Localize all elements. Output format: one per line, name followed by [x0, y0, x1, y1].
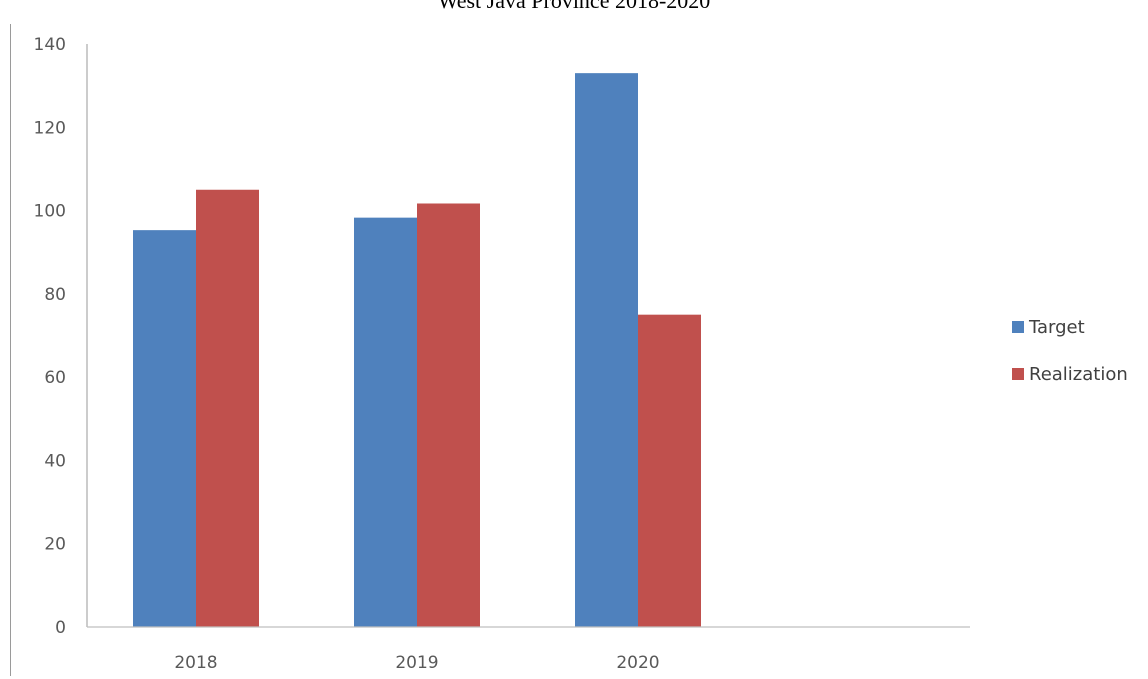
bar-target-2020	[575, 73, 638, 627]
legend-label-realization: Realization	[1029, 364, 1128, 385]
bar-target-2018	[133, 230, 196, 628]
bar-realization-2018	[196, 189, 259, 627]
y-tick-label: 60	[44, 368, 66, 388]
legend: Target Realization	[1012, 317, 1128, 385]
x-tick-label: 2018	[174, 653, 217, 673]
chart-title: West Java Province 2018-2020	[437, 0, 711, 13]
x-axis-ticks: 2018 2019 2020	[174, 653, 659, 673]
bar-target-2019	[354, 217, 417, 628]
y-tick-label: 80	[44, 285, 66, 305]
x-tick-label: 2019	[395, 653, 438, 673]
legend-swatch-realization	[1012, 368, 1024, 380]
y-tick-label: 0	[55, 618, 66, 638]
x-tick-label: 2020	[616, 653, 659, 673]
axes	[86, 44, 970, 628]
bar-realization-2019	[417, 203, 480, 628]
bars	[133, 73, 701, 628]
bar-realization-2020	[638, 314, 701, 627]
legend-swatch-target	[1012, 321, 1024, 333]
y-tick-label: 40	[44, 451, 66, 471]
y-axis-ticks: 0 20 40 60 80 100 120 140	[34, 35, 66, 638]
y-tick-label: 120	[34, 118, 66, 138]
y-tick-label: 140	[34, 35, 66, 55]
y-tick-label: 100	[34, 202, 66, 222]
chart-frame	[10, 24, 1145, 676]
legend-label-target: Target	[1028, 317, 1085, 338]
y-tick-label: 20	[44, 535, 66, 555]
